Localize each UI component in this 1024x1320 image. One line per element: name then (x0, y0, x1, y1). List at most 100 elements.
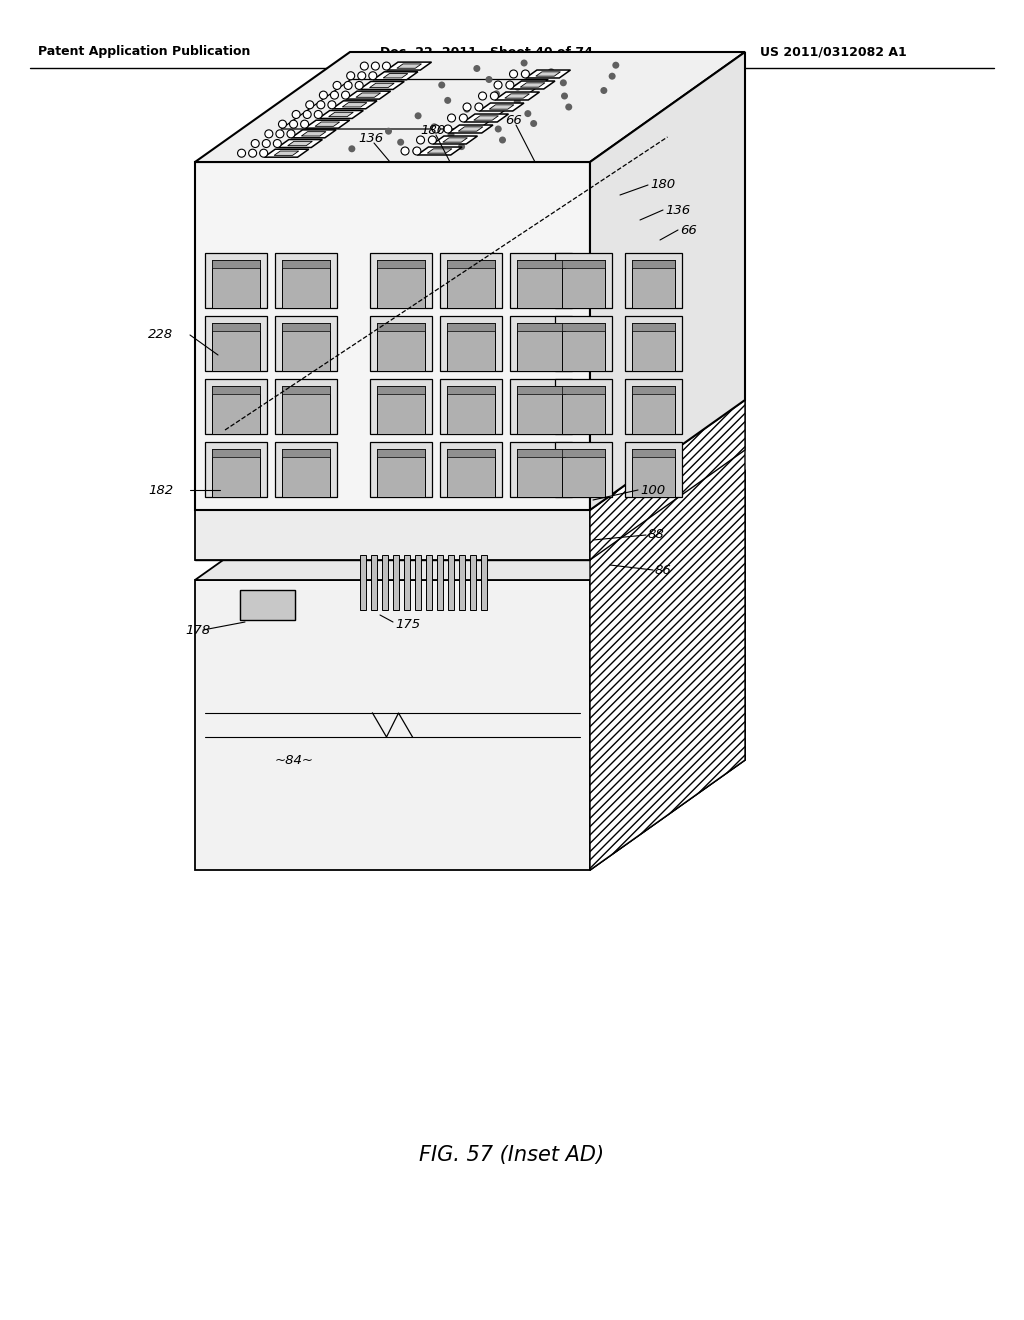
Circle shape (464, 106, 470, 112)
Text: 182: 182 (148, 483, 173, 496)
Polygon shape (264, 149, 309, 157)
Polygon shape (555, 379, 612, 434)
Circle shape (600, 87, 607, 94)
Polygon shape (632, 449, 675, 498)
Polygon shape (301, 132, 326, 136)
Polygon shape (625, 442, 682, 498)
Polygon shape (195, 51, 745, 162)
Circle shape (499, 136, 506, 144)
Polygon shape (590, 470, 745, 870)
Polygon shape (447, 260, 495, 268)
Polygon shape (370, 442, 432, 498)
Polygon shape (359, 82, 404, 90)
FancyBboxPatch shape (240, 590, 295, 620)
Polygon shape (433, 136, 477, 144)
Polygon shape (288, 141, 312, 145)
Text: 88: 88 (648, 528, 665, 541)
Circle shape (249, 149, 257, 157)
Circle shape (447, 131, 455, 139)
Polygon shape (282, 385, 330, 393)
Circle shape (333, 82, 341, 90)
Polygon shape (437, 554, 443, 610)
Polygon shape (517, 323, 565, 331)
Polygon shape (590, 400, 745, 870)
Polygon shape (517, 449, 565, 457)
Polygon shape (377, 323, 425, 371)
Polygon shape (562, 260, 605, 268)
Polygon shape (426, 554, 432, 610)
Polygon shape (417, 147, 462, 154)
Polygon shape (195, 579, 590, 870)
Polygon shape (342, 103, 367, 107)
Circle shape (251, 140, 259, 148)
Polygon shape (205, 379, 267, 434)
Polygon shape (632, 385, 675, 393)
Polygon shape (562, 385, 605, 434)
Polygon shape (510, 81, 555, 88)
Text: 175: 175 (395, 619, 420, 631)
Polygon shape (275, 315, 337, 371)
Circle shape (260, 149, 267, 157)
Polygon shape (282, 449, 330, 498)
Polygon shape (205, 253, 267, 308)
Circle shape (485, 77, 493, 83)
Polygon shape (517, 385, 565, 434)
Polygon shape (447, 385, 495, 434)
Polygon shape (377, 449, 425, 457)
Polygon shape (212, 260, 260, 268)
Polygon shape (387, 62, 431, 70)
Circle shape (331, 91, 339, 99)
Circle shape (565, 103, 572, 111)
Circle shape (428, 136, 436, 144)
Polygon shape (195, 400, 745, 510)
Circle shape (238, 149, 246, 157)
Polygon shape (447, 385, 495, 393)
Polygon shape (590, 51, 745, 510)
Polygon shape (282, 323, 330, 331)
Polygon shape (632, 385, 675, 434)
Polygon shape (447, 449, 495, 457)
Circle shape (385, 128, 392, 135)
Text: 228: 228 (148, 329, 173, 342)
Circle shape (342, 91, 349, 99)
Circle shape (357, 71, 366, 79)
Circle shape (438, 82, 445, 88)
Text: 136: 136 (358, 132, 383, 144)
Polygon shape (505, 94, 529, 98)
Circle shape (316, 100, 325, 108)
Circle shape (279, 120, 287, 128)
Polygon shape (278, 140, 323, 148)
Polygon shape (440, 379, 502, 434)
Polygon shape (212, 260, 260, 308)
Polygon shape (449, 125, 493, 133)
Circle shape (262, 140, 270, 148)
Circle shape (482, 115, 489, 121)
Text: 86: 86 (655, 564, 672, 577)
Circle shape (608, 73, 615, 79)
Text: 178: 178 (185, 623, 210, 636)
Circle shape (612, 62, 620, 69)
Circle shape (548, 69, 555, 75)
Polygon shape (373, 71, 418, 79)
Polygon shape (555, 253, 612, 308)
Polygon shape (632, 260, 675, 268)
Circle shape (306, 100, 313, 108)
Circle shape (443, 125, 452, 133)
Circle shape (560, 79, 567, 86)
Circle shape (347, 71, 354, 79)
Text: US 2011/0312082 A1: US 2011/0312082 A1 (760, 45, 906, 58)
Circle shape (494, 81, 502, 88)
Polygon shape (377, 260, 425, 308)
Polygon shape (404, 554, 410, 610)
Circle shape (493, 90, 500, 98)
Circle shape (521, 70, 529, 78)
Circle shape (463, 103, 471, 111)
Circle shape (506, 81, 514, 88)
Polygon shape (377, 385, 425, 434)
Polygon shape (447, 449, 495, 498)
Circle shape (530, 120, 538, 127)
Polygon shape (562, 260, 605, 308)
Circle shape (495, 125, 502, 132)
Polygon shape (459, 127, 483, 131)
Polygon shape (562, 449, 605, 457)
